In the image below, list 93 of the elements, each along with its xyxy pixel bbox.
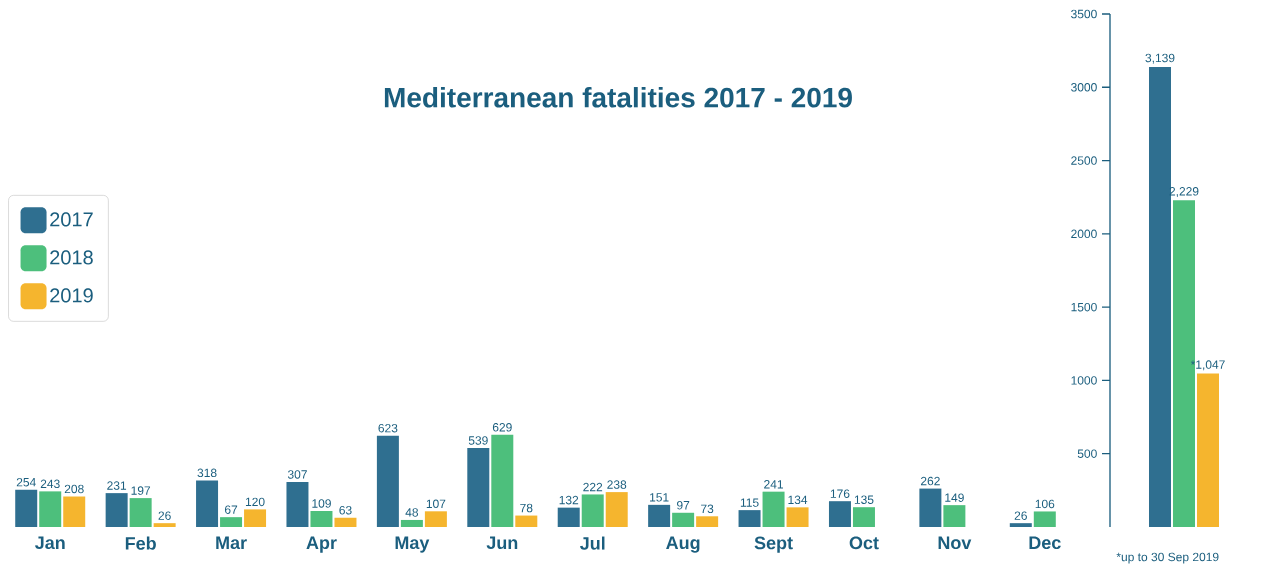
x-tick-label: Mar <box>216 536 247 550</box>
x-tick-label: May <box>395 536 430 553</box>
bar <box>424 511 447 527</box>
legend-label: 2017 <box>50 212 93 227</box>
data-label: 120 <box>245 497 265 507</box>
bar <box>334 517 357 527</box>
data-label: 97 <box>677 501 690 510</box>
bar <box>672 512 695 527</box>
bar <box>852 507 875 527</box>
data-label: 307 <box>287 470 307 479</box>
bar <box>605 492 628 527</box>
data-label: 318 <box>197 468 217 478</box>
data-label: 48 <box>405 508 419 517</box>
data-label: 134 <box>788 495 808 505</box>
bar <box>400 519 423 527</box>
data-label: 26 <box>158 511 171 520</box>
data-label: 149 <box>945 493 964 502</box>
x-tick-label: Aug <box>666 536 700 553</box>
bar <box>1149 66 1171 527</box>
x-tick-label: Jul <box>579 536 605 550</box>
data-label: 151 <box>650 493 669 502</box>
x-tick-label: Feb <box>125 536 156 550</box>
bar <box>39 491 62 527</box>
bar <box>105 493 128 527</box>
bar <box>196 480 219 527</box>
data-label: 109 <box>312 499 331 508</box>
data-label: 197 <box>131 486 151 495</box>
x-tick-label: Apr <box>306 536 337 553</box>
y-tick-label: 2000 <box>1071 229 1097 239</box>
bar <box>738 510 761 527</box>
data-label: 67 <box>224 505 238 514</box>
bar <box>376 435 399 527</box>
y-tick-label: 500 <box>1077 449 1097 458</box>
data-label: 238 <box>607 480 627 489</box>
bar <box>244 509 267 527</box>
data-label: 231 <box>107 481 127 490</box>
data-label: 107 <box>426 499 446 509</box>
data-label: 135 <box>854 495 874 504</box>
bar <box>310 511 333 527</box>
data-label: 78 <box>520 503 533 513</box>
data-label: 623 <box>378 423 398 433</box>
bar <box>557 507 580 527</box>
x-tick-label: Sept <box>754 536 793 553</box>
x-tick-label: Jun <box>486 536 518 550</box>
x-tick-label: Oct <box>849 536 879 550</box>
bar <box>762 491 785 527</box>
data-label: 208 <box>64 484 84 494</box>
bar <box>1197 373 1219 527</box>
data-label: 115 <box>740 498 759 507</box>
bar <box>286 481 309 527</box>
data-label: 241 <box>764 480 783 489</box>
text: Mediterranean fatalities 2017 - 2019 <box>384 87 852 108</box>
bar <box>515 515 538 527</box>
y-tick-label: 2500 <box>1071 156 1097 165</box>
y-tick-label: 3500 <box>1071 9 1097 19</box>
bar <box>467 447 490 527</box>
x-tick-label: Jan <box>34 536 65 550</box>
data-label: 262 <box>920 476 940 486</box>
y-tick-label: 3000 <box>1071 83 1097 92</box>
bar <box>15 489 38 527</box>
bar <box>648 504 671 527</box>
data-label: 243 <box>40 479 60 489</box>
bar <box>153 523 176 527</box>
data-label: 222 <box>583 482 603 492</box>
bar <box>129 498 152 527</box>
data-label: 629 <box>492 423 512 432</box>
x-tick-label: Dec <box>1029 536 1061 550</box>
bar <box>1009 523 1032 527</box>
bar <box>696 516 719 527</box>
y-tick-label: 1000 <box>1071 376 1097 385</box>
text: *up to 30 Sep 2019 <box>1116 552 1219 564</box>
bar <box>828 501 851 527</box>
bar <box>943 505 966 527</box>
legend-label: 2018 <box>50 250 93 265</box>
bar <box>1033 511 1056 527</box>
data-label: 176 <box>830 489 850 498</box>
bar <box>220 517 243 527</box>
data-label: 254 <box>16 477 36 487</box>
data-label: 132 <box>559 495 579 505</box>
bar <box>63 496 86 527</box>
bar <box>491 434 514 527</box>
legend-label: 2019 <box>50 288 93 303</box>
bar <box>786 507 809 527</box>
y-tick-label: 1500 <box>1071 302 1097 312</box>
data-label: 539 <box>468 436 488 445</box>
data-label: 106 <box>1035 499 1055 509</box>
data-label: 73 <box>701 504 714 514</box>
bar <box>581 494 604 527</box>
data-label: 26 <box>1014 511 1027 520</box>
data-label: 63 <box>339 505 352 515</box>
data-label: 3,139 <box>1145 53 1175 64</box>
x-tick-label: Nov <box>938 536 972 550</box>
bar <box>919 488 942 527</box>
